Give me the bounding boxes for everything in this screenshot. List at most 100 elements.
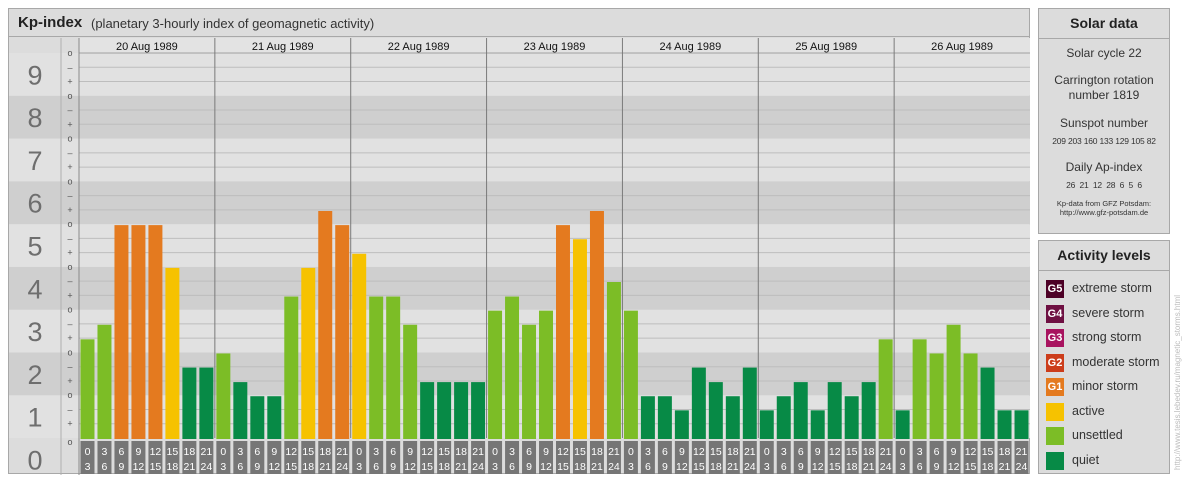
interval-end-label: 15 <box>421 461 433 473</box>
kp-minor-tick: + <box>67 376 72 386</box>
kp-minor-tick: – <box>67 276 72 286</box>
interval-cell <box>522 441 537 474</box>
interval-cell <box>250 441 265 474</box>
interval-start-label: 21 <box>336 446 348 458</box>
activity-level-item: G3 strong storm <box>1039 326 1169 351</box>
kp-axis-label: 0 <box>27 445 42 475</box>
interval-cell <box>284 441 299 474</box>
interval-cell <box>131 441 146 474</box>
activity-level-swatch: G2 <box>1046 353 1064 372</box>
interval-start-label: 18 <box>455 446 467 458</box>
kp-bar <box>165 267 180 439</box>
interval-end-label: 18 <box>982 461 994 473</box>
interval-end-label: 15 <box>557 461 569 473</box>
interval-cell <box>437 441 452 474</box>
interval-start-label: 0 <box>220 446 226 458</box>
interval-start-label: 21 <box>608 446 620 458</box>
kp-bar <box>250 396 265 439</box>
interval-end-label: 21 <box>591 461 603 473</box>
interval-end-label: 24 <box>336 461 348 473</box>
kp-bar <box>556 225 570 439</box>
interval-end-label: 12 <box>540 461 552 473</box>
interval-cell <box>369 441 384 474</box>
kp-minor-tick: + <box>67 248 72 258</box>
kp-bar <box>742 367 757 439</box>
interval-end-label: 9 <box>662 461 668 473</box>
interval-end-label: 15 <box>693 461 705 473</box>
interval-start-label: 15 <box>574 446 586 458</box>
chart-header: Kp-index (planetary 3-hourly index of ge… <box>9 9 1029 37</box>
sunspot-title: Sunspot number <box>1059 116 1149 130</box>
interval-cell <box>827 441 842 474</box>
interval-start-label: 0 <box>764 446 770 458</box>
interval-end-label: 6 <box>645 461 651 473</box>
interval-cell <box>539 441 553 474</box>
interval-end-label: 3 <box>492 461 498 473</box>
interval-start-label: 0 <box>356 446 362 458</box>
day-label: 26 Aug 1989 <box>931 41 993 53</box>
kp-minor-tick: – <box>67 62 72 72</box>
interval-start-label: 6 <box>798 446 804 458</box>
interval-start-label: 21 <box>201 446 213 458</box>
kp-bar <box>488 310 503 439</box>
interval-cell <box>742 441 757 474</box>
interval-start-label: 18 <box>999 446 1011 458</box>
interval-end-label: 18 <box>438 461 450 473</box>
kp-minor-tick: o <box>67 134 72 144</box>
interval-cell <box>318 441 333 474</box>
kp-bar <box>284 296 299 439</box>
kp-bar <box>946 324 961 439</box>
activity-level-swatch <box>1046 402 1064 421</box>
interval-cell <box>454 441 469 474</box>
interval-end-label: 3 <box>628 461 634 473</box>
interval-cell <box>912 441 927 474</box>
source-link[interactable]: http://www.gfz-potsdam.de <box>1059 208 1149 217</box>
interval-end-label: 12 <box>948 461 960 473</box>
interval-cell <box>657 441 672 474</box>
kp-minor-tick: + <box>67 205 72 215</box>
interval-end-label: 3 <box>764 461 770 473</box>
interval-end-label: 9 <box>119 461 125 473</box>
kp-band <box>9 181 1030 225</box>
kp-minor-tick: o <box>67 262 72 272</box>
kp-minor-tick: o <box>67 219 72 229</box>
kp-bar <box>301 267 316 439</box>
kp-minor-tick: o <box>67 437 72 447</box>
kp-bar <box>912 339 927 439</box>
interval-start-label: 9 <box>543 446 549 458</box>
kp-minor-tick: o <box>67 48 72 58</box>
interval-start-label: 12 <box>150 446 162 458</box>
kp-minor-tick: – <box>67 233 72 243</box>
kp-bar <box>861 382 876 439</box>
kp-bar <box>606 282 621 439</box>
interval-cell <box>386 441 401 474</box>
kp-minor-tick: + <box>67 290 72 300</box>
kp-bar <box>793 382 808 439</box>
activity-level-item: G5 extreme storm <box>1039 277 1169 302</box>
interval-end-label: 3 <box>356 461 362 473</box>
interval-cell <box>335 441 350 474</box>
kp-band <box>9 138 1030 182</box>
interval-end-label: 21 <box>319 461 331 473</box>
interval-start-label: 6 <box>390 446 396 458</box>
kp-minor-tick: + <box>67 162 72 172</box>
interval-cell <box>301 441 316 474</box>
kp-bar <box>1014 410 1029 439</box>
kp-axis-label: 2 <box>27 360 42 390</box>
kp-bar <box>471 382 486 439</box>
interval-cell <box>895 441 910 474</box>
activity-level-swatch: G1 <box>1046 378 1064 396</box>
interval-cell <box>776 441 791 474</box>
interval-end-label: 9 <box>254 461 260 473</box>
interval-start-label: 0 <box>85 446 91 458</box>
interval-end-label: 12 <box>676 461 688 473</box>
interval-end-label: 6 <box>373 461 379 473</box>
interval-end-label: 18 <box>167 461 179 473</box>
interval-start-label: 21 <box>880 446 892 458</box>
interval-end-label: 9 <box>798 461 804 473</box>
kp-minor-tick: + <box>67 333 72 343</box>
interval-start-label: 3 <box>373 446 379 458</box>
activity-level-item: unsettled <box>1039 424 1169 449</box>
interval-cell <box>352 441 367 474</box>
day-label: 20 Aug 1989 <box>116 41 178 53</box>
